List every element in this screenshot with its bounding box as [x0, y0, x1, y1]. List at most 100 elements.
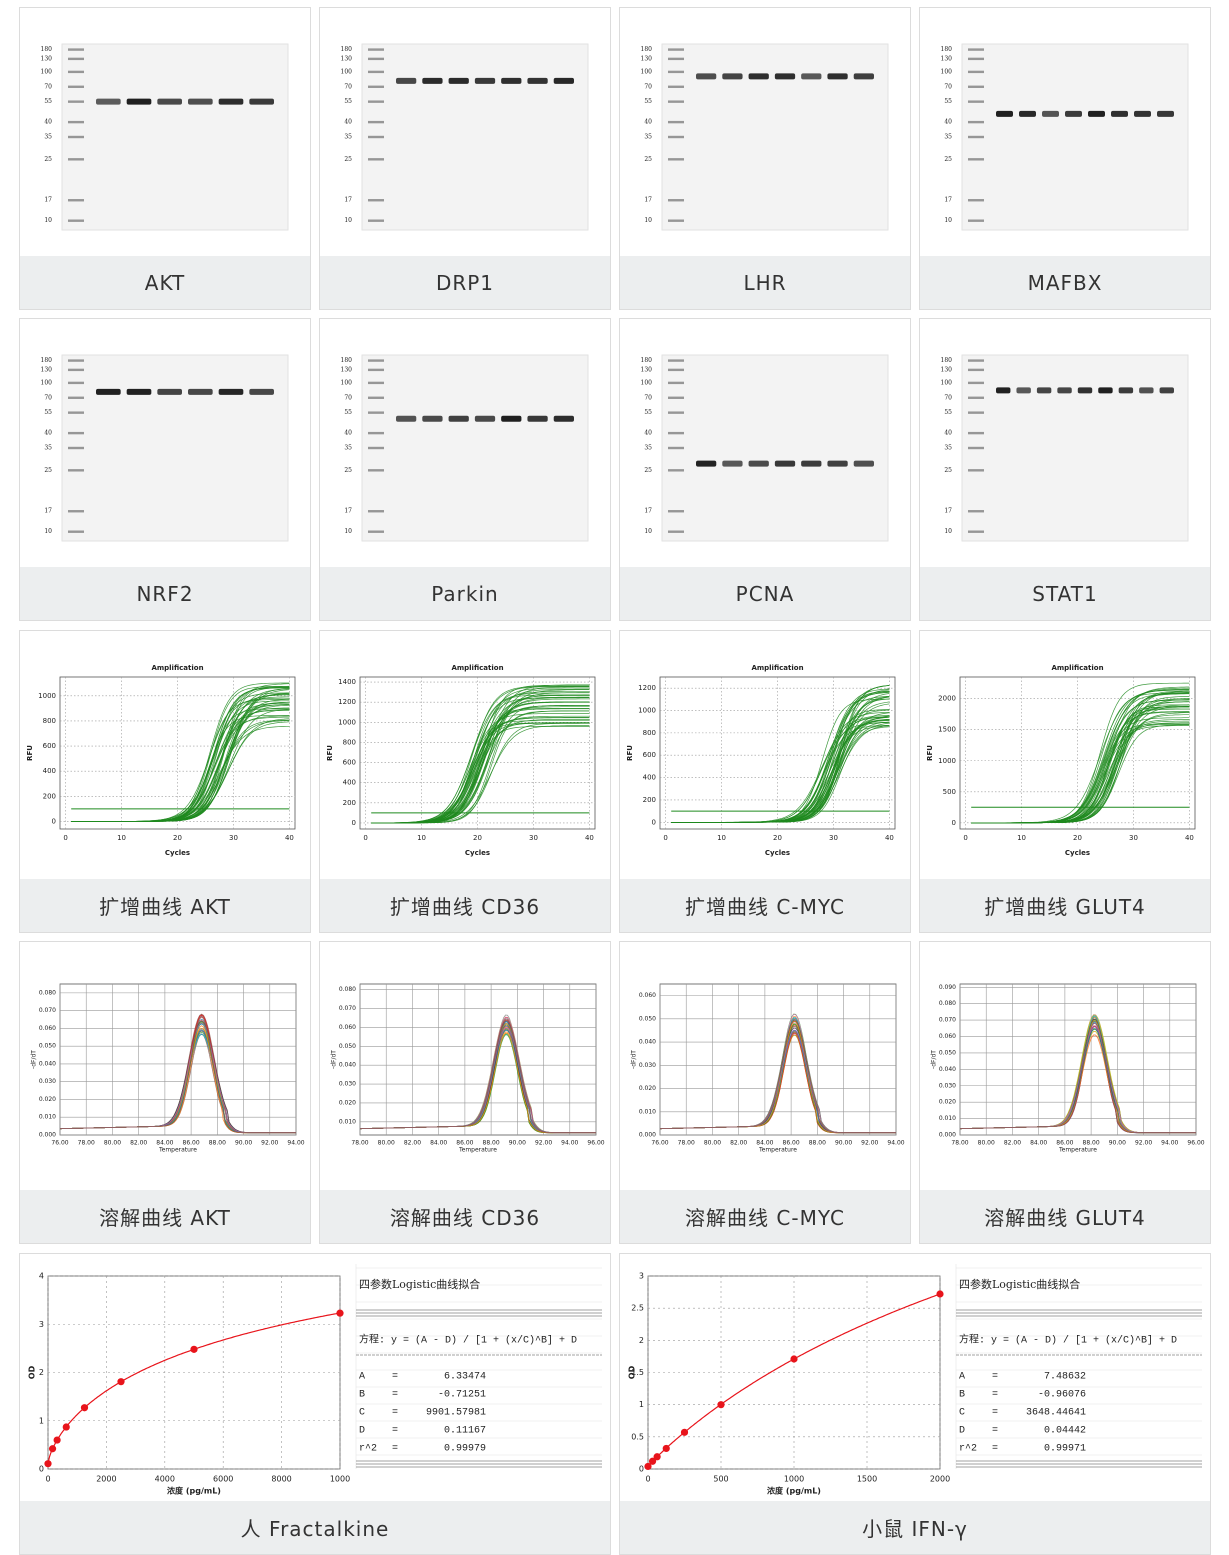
y-tick-label: 0.040: [939, 1066, 956, 1073]
card-caption: 扩增曲线 GLUT4: [920, 879, 1210, 932]
x-axis-label: Temperature: [1058, 1147, 1097, 1154]
ladder-band: [968, 396, 984, 399]
y-tick-label: 0: [352, 819, 356, 827]
gallery-card[interactable]: 180 130 100 70 55 40 35 25 17 10 MAFBX: [919, 7, 1211, 310]
sample-band: [527, 77, 548, 84]
gallery-card[interactable]: 180 130 100 70 55 40 35 25 17 10 LHR: [619, 7, 911, 310]
gallery-card[interactable]: 78.00 80.00 82.00 84.00 86.00 88.00 90.00 92.00…: [919, 941, 1211, 1244]
data-point: [662, 1444, 670, 1453]
marker-label: 70: [644, 394, 652, 401]
gallery-card[interactable]: 180 130 100 70 55 40 35 25 17 10 Parkin: [319, 318, 611, 621]
gallery-card[interactable]: Amplification 0 10 20 30 40 0 200 400 600 800 1000 1…: [619, 630, 911, 933]
chart-title: Amplification: [751, 664, 803, 672]
ladder-band: [68, 219, 84, 222]
gallery-card[interactable]: 180 130 100 70 55 40 35 25 17 10 DRP1: [319, 7, 611, 310]
ladder-band: [668, 48, 684, 51]
marker-label: 10: [344, 217, 352, 224]
marker-label: 10: [344, 528, 352, 535]
param-equals: =: [992, 1426, 998, 1437]
data-point: [717, 1401, 725, 1409]
x-tick-label: 80.00: [978, 1140, 995, 1147]
card-image: 180 130 100 70 55 40 35 25 17 10: [941, 354, 1189, 542]
y-tick-label: 0.090: [939, 984, 956, 991]
gallery-card[interactable]: 0 500 1000 1500 2000 0 0.5 1 1.5 2 2.5 3 浓度 (pg/mL) O…: [619, 1253, 1211, 1555]
y-tick-label: 0.000: [639, 1132, 656, 1139]
ladder-band: [968, 368, 984, 372]
y-tick-label: 0.020: [939, 1099, 956, 1106]
sample-band: [1139, 387, 1154, 394]
x-tick-label: 88.00: [209, 1140, 226, 1147]
gallery-card[interactable]: Amplification 0 10 20 30 40 0 500 1000 1500 2000 Cy…: [919, 630, 1211, 933]
sample-band: [774, 460, 796, 467]
x-tick-label: 82.00: [1004, 1140, 1021, 1147]
y-tick-label: 0.060: [339, 1024, 356, 1031]
ladder-band: [968, 199, 984, 202]
y-tick-label: 0.060: [939, 1033, 956, 1040]
card-image: 0 500 1000 1500 2000 0 0.5 1 1.5 2 2.5 3 浓度 (pg/mL) O…: [628, 1264, 1202, 1496]
gallery-card[interactable]: 78.00 80.00 82.00 84.00 86.00 88.00 90.00 92.00…: [319, 941, 611, 1244]
param-equals: =: [392, 1372, 398, 1383]
sample-band: [422, 415, 443, 422]
ladder-band: [668, 85, 684, 88]
data-point: [680, 1428, 689, 1436]
sample-band: [249, 98, 274, 105]
ladder-band: [668, 158, 684, 161]
gallery-card[interactable]: 0 2000 4000 6000 8000 1000 0 1 2 3 4 浓度 (pg/mL) OD 四参…: [19, 1253, 611, 1555]
sample-band: [1098, 387, 1113, 394]
ladder-band: [368, 368, 384, 372]
y-tick-label: 0: [639, 1465, 644, 1474]
x-tick-label: 94.00: [561, 1140, 578, 1147]
ladder-band: [968, 381, 984, 385]
y-tick-label: 600: [343, 759, 356, 767]
param-value: 7.48632: [1044, 1372, 1086, 1383]
sample-band: [722, 460, 743, 467]
sample-band: [1118, 387, 1134, 394]
x-tick-label: 30: [229, 834, 238, 842]
ladder-band: [68, 100, 84, 103]
y-tick-label: 0.050: [939, 1049, 956, 1056]
ladder-band: [368, 48, 384, 51]
y-axis-label: OD: [28, 1365, 37, 1379]
ladder-band: [368, 57, 384, 61]
y-tick-label: 1.5: [631, 1368, 644, 1377]
sample-band: [126, 388, 152, 395]
gallery-card[interactable]: 180 130 100 70 55 40 35 25 17 10 NRF2: [19, 318, 311, 621]
marker-label: 180: [941, 357, 953, 364]
ladder-band: [968, 135, 984, 139]
ladder-band: [68, 469, 84, 472]
y-tick-label: 0.060: [39, 1025, 56, 1032]
ladder-band: [368, 135, 384, 139]
sample-band: [774, 73, 796, 80]
ladder-band: [968, 57, 984, 61]
ladder-band: [68, 199, 84, 202]
ladder-band: [368, 199, 384, 202]
gallery-card[interactable]: 180 130 100 70 55 40 35 25 17 10 PCNA: [619, 318, 911, 621]
sample-band: [448, 77, 469, 84]
plot-area: [959, 676, 1196, 830]
card-image: 78.00 80.00 82.00 84.00 86.00 88.00 90.00 92.00…: [331, 983, 605, 1154]
param-equals: =: [992, 1390, 998, 1401]
x-axis-label: Cycles: [765, 849, 790, 857]
card-image: 78.00 80.00 82.00 84.00 86.00 88.00 90.00 92.00…: [931, 983, 1205, 1154]
membrane: [661, 43, 889, 231]
melt-curves: [359, 1014, 596, 1134]
sample-band: [1111, 110, 1128, 117]
x-axis-label: Temperature: [458, 1147, 497, 1154]
x-tick-label: 2000: [930, 1475, 950, 1484]
chart-title: Amplification: [451, 664, 503, 672]
gallery-card[interactable]: Amplification 0 10 20 30 40 0 200 400 600 800 1000 1…: [319, 630, 611, 933]
x-tick-label: 84.00: [756, 1140, 773, 1147]
marker-label: 70: [44, 394, 52, 401]
gallery-card[interactable]: 76.00 78.00 80.00 82.00 84.00 86.00 88.00 90.00…: [19, 941, 311, 1244]
gallery-card[interactable]: 180 130 100 70 55 40 35 25 17 10 STAT1: [919, 318, 1211, 621]
ladder-band: [968, 219, 984, 222]
amplification-curve: [371, 695, 590, 824]
gallery-card[interactable]: 180 130 100 70 55 40 35 25 17 10 AKT: [19, 7, 311, 310]
y-tick-label: 1: [639, 1400, 644, 1409]
card-caption: 溶解曲线 CD36: [320, 1190, 610, 1243]
x-axis-label: Cycles: [465, 849, 490, 857]
gallery-card[interactable]: Amplification 0 10 20 30 40 0 200 400 600 800 1000 C…: [19, 630, 311, 933]
ladder-band: [968, 158, 984, 161]
gallery-card[interactable]: 76.00 78.00 80.00 82.00 84.00 86.00 88.00 90.00…: [619, 941, 911, 1244]
